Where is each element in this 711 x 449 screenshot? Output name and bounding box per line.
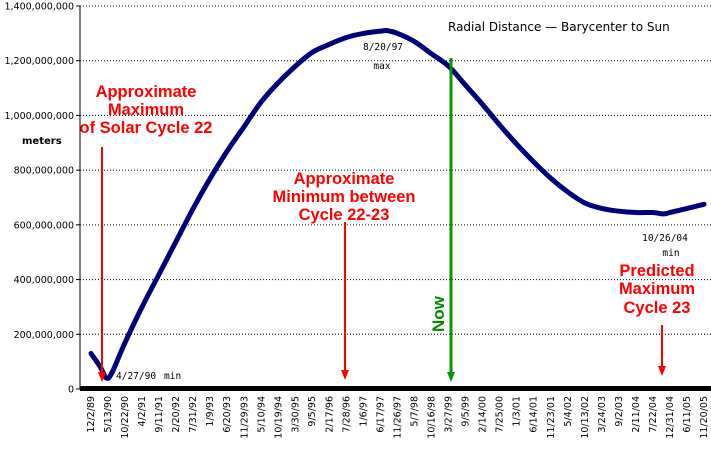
x-tick-label: 2/14/00 [478, 396, 489, 433]
x-tick-label: 4/2/91 [137, 396, 148, 427]
x-tick-label: 11/29/93 [239, 396, 250, 439]
y-axis: 0 200,000,000 400,000,000 600,000,000 800,00… [4, 2, 81, 396]
x-tick-label: 5/10/94 [256, 396, 267, 433]
min1-date-label: 4/27/90 [116, 371, 156, 382]
x-tick-label: 9/5/99 [461, 396, 472, 427]
x-tick-label: 11/20/05 [699, 396, 710, 439]
y-tick-label: 1,200,000,000 [4, 56, 74, 67]
y-tick-label: 800,000,000 [14, 166, 74, 177]
x-tick-label: 3/27/99 [444, 396, 455, 433]
x-tick-label: 9/2/03 [614, 396, 625, 427]
x-tick-label: 7/28/96 [341, 396, 352, 433]
x-tick-label: 10/16/98 [427, 396, 438, 439]
x-tick-label: 6/17/97 [375, 396, 386, 433]
x-tick-label: 12/31/04 [665, 396, 676, 439]
y-tick-label: 400,000,000 [14, 275, 74, 286]
series [88, 27, 707, 381]
x-tick-label: 10/22/90 [120, 396, 131, 439]
annotation-min-line3: Cycle 22-23 [299, 206, 390, 224]
x-tick-label: 1/3/01 [512, 396, 523, 427]
annotation-cycle22-line3: of Solar Cycle 22 [80, 119, 213, 137]
min1-word-label: min [164, 371, 181, 382]
x-tick-label: 5/13/90 [103, 396, 114, 433]
min2-date-label: 10/26/04 [642, 233, 688, 244]
x-tick-label: 12/2/89 [86, 396, 97, 433]
x-tick-label: 7/22/04 [648, 396, 659, 433]
arrow-cycle22 [98, 147, 106, 382]
x-tick-label: 1/6/97 [358, 396, 369, 427]
annotation-cycle22-line2: Maximum [108, 101, 184, 119]
annotation-predicted-line2: Maximum [619, 280, 695, 298]
x-tick-label: 6/20/93 [222, 396, 233, 433]
arrow-now [447, 58, 455, 382]
x-tick-label: 6/14/01 [529, 396, 540, 433]
x-axis-line [80, 386, 711, 391]
y-tick-label: 1,000,000,000 [4, 111, 74, 122]
x-tick-label: 2/20/92 [171, 396, 182, 433]
x-tick-label: 7/31/92 [188, 396, 199, 433]
x-tick-label: 7/25/00 [495, 396, 506, 433]
x-tick-label: 11/26/97 [393, 396, 404, 439]
series-line [88, 27, 707, 381]
x-tick-label: 3/24/03 [597, 396, 608, 433]
x-tick-label: 5/7/98 [410, 396, 421, 427]
y-tick-label: 0 [68, 385, 74, 396]
annotation-min-line1: Approximate [294, 170, 395, 188]
x-tick-label: 10/13/02 [580, 396, 591, 439]
arrow-predicted [658, 325, 666, 376]
min2-word-label: min [662, 248, 679, 259]
arrow-min-22-23 [341, 222, 349, 380]
max-date-label: 8/20/97 [363, 42, 403, 53]
annotation-predicted-line3: Cycle 23 [624, 299, 691, 317]
x-tick-label: 2/11/04 [631, 396, 642, 433]
x-tick-label: 6/11/05 [682, 396, 693, 433]
x-tick-label: 2/17/96 [324, 396, 335, 433]
annotation-cycle22-line1: Approximate [96, 83, 197, 101]
grid [80, 5, 711, 335]
chart-title: Radial Distance — Barycenter to Sun [448, 20, 670, 34]
y-tick-label: 600,000,000 [14, 220, 74, 231]
max-word-label: max [373, 61, 390, 72]
x-tick-label: 3/30/95 [290, 396, 301, 433]
x-tick-label: 9/5/95 [307, 396, 318, 427]
x-tick-label: 10/19/94 [273, 396, 284, 439]
x-tick-label: 11/23/01 [546, 396, 557, 439]
y-tick-label: 1,400,000,000 [4, 2, 74, 13]
annotation-now: Now [429, 295, 448, 332]
annotation-min-line2: Minimum between [272, 188, 415, 206]
y-tick-label: 200,000,000 [14, 330, 74, 341]
x-tick-label: 1/9/93 [205, 396, 216, 427]
x-tick-label: 5/4/02 [563, 396, 574, 427]
x-axis: 12/2/89 5/13/90 10/22/90 4/2/91 9/11/91 2/20/… [86, 396, 710, 439]
annotation-predicted-line1: Predicted [619, 262, 694, 280]
y-axis-label: meters [22, 136, 62, 147]
x-tick-label: 9/11/91 [154, 396, 165, 433]
